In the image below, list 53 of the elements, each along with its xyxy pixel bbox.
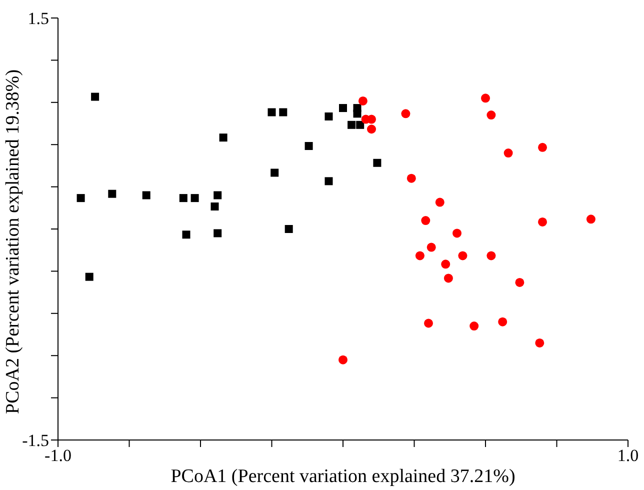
point xyxy=(108,190,116,198)
point xyxy=(268,108,276,116)
point xyxy=(538,142,547,152)
x-axis-title: PCoA1 (Percent variation explained 37.21%) xyxy=(170,466,516,487)
point xyxy=(76,194,85,202)
point xyxy=(538,217,547,226)
point xyxy=(535,338,544,348)
point xyxy=(219,134,228,142)
point xyxy=(373,158,382,167)
point xyxy=(210,202,219,210)
point xyxy=(504,148,513,158)
point xyxy=(406,174,416,183)
point xyxy=(401,109,410,118)
point xyxy=(415,251,424,260)
point xyxy=(190,194,199,202)
point xyxy=(182,230,190,239)
point xyxy=(142,191,150,200)
point xyxy=(426,242,436,252)
point xyxy=(486,251,496,260)
point xyxy=(441,260,450,269)
point xyxy=(214,229,222,238)
point xyxy=(358,96,368,106)
point xyxy=(452,228,462,238)
point xyxy=(348,120,356,129)
point xyxy=(304,142,313,150)
point xyxy=(367,124,376,134)
point xyxy=(424,318,433,328)
point xyxy=(515,278,524,287)
point xyxy=(284,225,293,233)
point xyxy=(270,168,279,177)
point xyxy=(586,214,596,224)
point xyxy=(338,355,348,364)
point xyxy=(486,110,496,120)
point xyxy=(435,198,444,207)
point xyxy=(324,112,333,120)
point xyxy=(421,216,430,226)
point xyxy=(179,194,188,202)
x-tick-label: 1.0 xyxy=(617,446,639,466)
point xyxy=(353,110,362,118)
point xyxy=(324,177,333,186)
point xyxy=(356,120,364,129)
point xyxy=(444,274,453,283)
point xyxy=(498,317,508,326)
point xyxy=(481,94,490,103)
point xyxy=(85,272,94,281)
point xyxy=(279,108,288,116)
point xyxy=(91,92,100,101)
y-axis-title: PCoA2 (Percent variation explained 19.38%) xyxy=(2,69,24,414)
point xyxy=(214,191,222,200)
point xyxy=(458,251,468,260)
point xyxy=(339,104,347,112)
y-tick-label: 1.5 xyxy=(28,9,49,28)
point xyxy=(470,322,479,331)
